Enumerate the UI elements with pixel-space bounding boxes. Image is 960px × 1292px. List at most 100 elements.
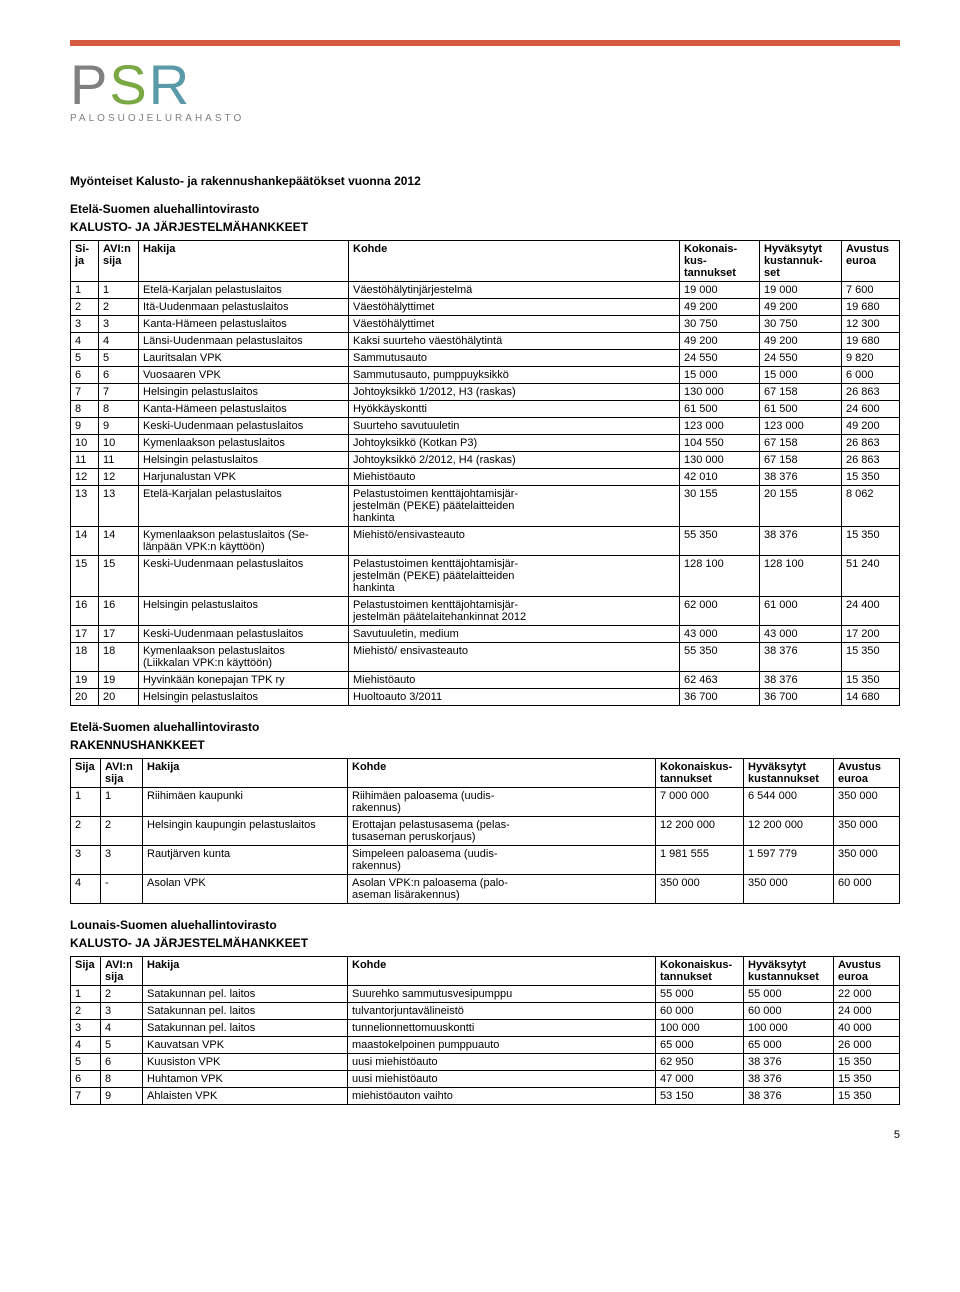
table-cell: 19 000 — [680, 282, 760, 299]
table-row: 1313Etelä-Karjalan pelastuslaitosPelastu… — [71, 486, 900, 527]
table-cell: 60 000 — [656, 1003, 744, 1020]
table-cell: 36 700 — [760, 689, 842, 706]
table-row: 33Kanta-Hämeen pelastuslaitosVäestöhälyt… — [71, 316, 900, 333]
table-cell: Huoltoauto 3/2011 — [349, 689, 680, 706]
col-avu: Avustuseuroa — [842, 241, 900, 282]
table-cell: Savutuuletin, medium — [349, 626, 680, 643]
table-row: 22Helsingin kaupungin pelastuslaitosErot… — [71, 817, 900, 846]
col-kok: Kokonaiskus-tannukset — [656, 759, 744, 788]
table-cell: 42 010 — [680, 469, 760, 486]
table-cell: 19 680 — [842, 333, 900, 350]
table-cell: 38 376 — [744, 1088, 834, 1105]
table-cell: miehistöauton vaihto — [348, 1088, 656, 1105]
table-cell: 13 — [71, 486, 99, 527]
table-row: 56Kuusiston VPKuusi miehistöauto62 95038… — [71, 1054, 900, 1071]
table-cell: 5 — [71, 1054, 101, 1071]
table-cell: 350 000 — [834, 817, 900, 846]
col-sija: Sija — [71, 957, 101, 986]
table-cell: 1 597 779 — [744, 846, 834, 875]
table-cell: 17 — [99, 626, 139, 643]
section2-subtitle: RAKENNUSHANKKEET — [70, 738, 900, 752]
table-cell: Riihimäen kaupunki — [143, 788, 348, 817]
table-cell: 16 — [71, 597, 99, 626]
table-header-row: Sija AVI:nsija Hakija Kohde Kokonaiskus-… — [71, 957, 900, 986]
table-cell: Etelä-Karjalan pelastuslaitos — [139, 486, 349, 527]
table-cell: Johtoyksikkö 2/2012, H4 (raskas) — [349, 452, 680, 469]
table-cell: 17 — [71, 626, 99, 643]
logo-line — [70, 40, 900, 46]
table-cell: 12 — [71, 469, 99, 486]
table-row: 1212Harjunalustan VPKMiehistöauto42 0103… — [71, 469, 900, 486]
logo-s: S — [109, 53, 148, 116]
table-cell: Simpeleen paloasema (uudis-rakennus) — [348, 846, 656, 875]
col-kohde: Kohde — [349, 241, 680, 282]
table-cell: 3 — [99, 316, 139, 333]
table-cell: 62 950 — [656, 1054, 744, 1071]
table-cell: 12 200 000 — [744, 817, 834, 846]
table-cell: 43 000 — [680, 626, 760, 643]
table-kalusto-1: Si-ja AVI:nsija Hakija Kohde Kokonais-ku… — [70, 240, 900, 706]
table-cell: 9 — [71, 418, 99, 435]
table-row: 1717Keski-Uudenmaan pelastuslaitosSavutu… — [71, 626, 900, 643]
table-cell: 6 544 000 — [744, 788, 834, 817]
table-cell: 60 000 — [834, 875, 900, 904]
table-cell: 6 — [101, 1054, 143, 1071]
table-cell: 62 463 — [680, 672, 760, 689]
table-cell: Pelastustoimen kenttäjohtamisjär-jestelm… — [349, 486, 680, 527]
section2-title: Etelä-Suomen aluehallintovirasto — [70, 720, 900, 734]
table-cell: 9 — [101, 1088, 143, 1105]
table-cell: 3 — [101, 1003, 143, 1020]
table-cell: Satakunnan pel. laitos — [143, 1003, 348, 1020]
table-row: 99Keski-Uudenmaan pelastuslaitosSuurteho… — [71, 418, 900, 435]
col-kok: Kokonaiskus-tannukset — [656, 957, 744, 986]
table-cell: Harjunalustan VPK — [139, 469, 349, 486]
table-row: 11Etelä-Karjalan pelastuslaitosVäestöhäl… — [71, 282, 900, 299]
table-cell: Väestöhälyttimet — [349, 316, 680, 333]
table-cell: 350 000 — [744, 875, 834, 904]
col-kohde: Kohde — [348, 957, 656, 986]
table-rakennus: Sija AVI:nsija Hakija Kohde Kokonaiskus-… — [70, 758, 900, 904]
col-hakija: Hakija — [143, 957, 348, 986]
table-cell: 2 — [101, 986, 143, 1003]
table-cell: 6 — [71, 367, 99, 384]
table-cell: Kuusiston VPK — [143, 1054, 348, 1071]
table-row: 55Lauritsalan VPKSammutusauto24 55024 55… — [71, 350, 900, 367]
table-cell: 350 000 — [834, 788, 900, 817]
table-row: 45Kauvatsan VPKmaastokelpoinen pumppuaut… — [71, 1037, 900, 1054]
table-cell: Miehistö/ensivasteauto — [349, 527, 680, 556]
table-cell: 18 — [99, 643, 139, 672]
table-cell: Suurteho savutuuletin — [349, 418, 680, 435]
table-cell: 26 863 — [842, 384, 900, 401]
table-cell: 49 200 — [680, 333, 760, 350]
col-avu: Avustuseuroa — [834, 957, 900, 986]
table-cell: 1 — [99, 282, 139, 299]
table-cell: 3 — [101, 846, 143, 875]
table-cell: 67 158 — [760, 384, 842, 401]
table-cell: 12 200 000 — [656, 817, 744, 846]
col-kohde: Kohde — [348, 759, 656, 788]
table-cell: 26 000 — [834, 1037, 900, 1054]
table-cell: 19 — [99, 672, 139, 689]
table-cell: 12 300 — [842, 316, 900, 333]
table-cell: 8 — [101, 1071, 143, 1088]
table-cell: 10 — [71, 435, 99, 452]
table-cell: 12 — [99, 469, 139, 486]
table-cell: 4 — [71, 1037, 101, 1054]
table-cell: 20 — [71, 689, 99, 706]
logo-p: P — [70, 53, 109, 116]
table-cell: 61 500 — [680, 401, 760, 418]
table-cell: 3 — [71, 316, 99, 333]
table-cell: Miehistö/ ensivasteauto — [349, 643, 680, 672]
table-cell: 15 350 — [834, 1054, 900, 1071]
table-cell: Etelä-Karjalan pelastuslaitos — [139, 282, 349, 299]
table-cell: 15 350 — [842, 527, 900, 556]
table-cell: 55 350 — [680, 643, 760, 672]
table-row: 1414Kymenlaakson pelastuslaitos (Se-länp… — [71, 527, 900, 556]
table-row: 1616Helsingin pelastuslaitosPelastustoim… — [71, 597, 900, 626]
table-header-row: Si-ja AVI:nsija Hakija Kohde Kokonais-ku… — [71, 241, 900, 282]
table-cell: 38 376 — [760, 643, 842, 672]
table-cell: Keski-Uudenmaan pelastuslaitos — [139, 626, 349, 643]
table-row: 1111Helsingin pelastuslaitosJohtoyksikkö… — [71, 452, 900, 469]
table-cell: 2 — [101, 817, 143, 846]
table-cell: 1 — [101, 788, 143, 817]
